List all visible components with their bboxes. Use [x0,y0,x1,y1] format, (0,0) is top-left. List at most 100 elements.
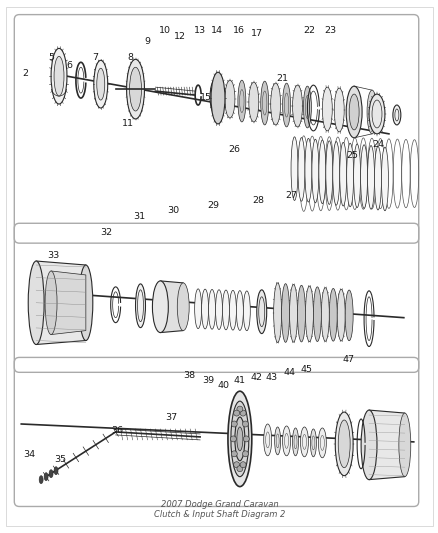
Ellipse shape [248,82,258,122]
Ellipse shape [304,139,311,202]
Ellipse shape [300,427,308,457]
Text: 33: 33 [47,252,60,261]
Circle shape [230,436,236,442]
Ellipse shape [243,291,250,330]
Ellipse shape [318,428,325,458]
Ellipse shape [273,283,281,343]
Ellipse shape [381,147,388,211]
Ellipse shape [270,83,280,125]
Text: 39: 39 [202,376,214,385]
Ellipse shape [96,68,105,100]
Ellipse shape [229,290,236,330]
Ellipse shape [303,86,311,128]
Ellipse shape [39,475,43,483]
Ellipse shape [224,80,234,118]
Ellipse shape [282,83,290,127]
Circle shape [240,462,246,467]
Ellipse shape [337,420,350,468]
Text: 12: 12 [174,31,186,41]
Ellipse shape [392,105,400,125]
Ellipse shape [332,142,339,205]
Ellipse shape [292,85,302,127]
Ellipse shape [353,144,360,207]
Ellipse shape [94,60,107,108]
Ellipse shape [360,145,367,208]
Ellipse shape [152,281,168,333]
Text: 21: 21 [276,74,288,83]
Ellipse shape [45,271,57,335]
Ellipse shape [297,138,304,201]
Text: 40: 40 [217,381,230,390]
Polygon shape [36,261,86,344]
Ellipse shape [211,72,224,124]
Text: 43: 43 [265,373,277,382]
Ellipse shape [368,94,384,134]
Text: 25: 25 [346,151,358,160]
Ellipse shape [310,429,316,457]
Circle shape [242,451,248,457]
Circle shape [242,421,248,427]
Text: 10: 10 [159,26,170,35]
Ellipse shape [237,427,242,451]
Text: 26: 26 [228,146,240,155]
Circle shape [240,410,246,416]
Ellipse shape [194,289,201,329]
Text: 32: 32 [100,228,112,237]
Ellipse shape [321,87,332,131]
Ellipse shape [360,410,376,480]
Ellipse shape [237,80,245,122]
Text: 35: 35 [54,455,66,464]
Ellipse shape [129,67,141,111]
Ellipse shape [236,290,243,330]
Text: 47: 47 [341,354,353,364]
Ellipse shape [374,147,381,210]
Ellipse shape [208,289,215,329]
Ellipse shape [263,424,271,456]
Text: 27: 27 [285,190,297,199]
Ellipse shape [335,412,352,475]
Circle shape [243,436,249,442]
Text: 2: 2 [22,69,28,78]
Text: 38: 38 [183,370,194,379]
Ellipse shape [311,139,318,203]
Ellipse shape [333,88,343,132]
Ellipse shape [290,137,297,200]
Text: 34: 34 [24,450,36,459]
Ellipse shape [318,140,325,204]
Text: 9: 9 [144,37,150,46]
Ellipse shape [325,141,332,204]
Ellipse shape [366,90,376,134]
Text: 11: 11 [122,119,134,128]
Ellipse shape [305,286,313,342]
Circle shape [237,406,242,412]
Text: 36: 36 [111,426,123,435]
Ellipse shape [346,143,353,207]
Ellipse shape [177,283,189,330]
Polygon shape [51,271,86,335]
Text: 31: 31 [132,212,145,221]
Ellipse shape [348,94,358,130]
Polygon shape [160,281,183,333]
Text: 30: 30 [167,206,179,215]
Text: 22: 22 [302,26,314,35]
Ellipse shape [281,284,289,342]
Text: 15: 15 [200,93,212,101]
Circle shape [237,466,242,472]
Ellipse shape [344,290,352,341]
Ellipse shape [282,426,290,456]
Circle shape [233,410,239,416]
Text: 7: 7 [92,53,98,62]
Ellipse shape [339,142,346,206]
Ellipse shape [54,56,64,96]
Text: 14: 14 [211,26,223,35]
Ellipse shape [201,289,208,329]
Text: 8: 8 [127,53,133,62]
Ellipse shape [215,290,222,329]
Text: 23: 23 [324,26,336,35]
Ellipse shape [54,467,58,475]
Ellipse shape [227,391,251,487]
Ellipse shape [222,290,229,330]
Text: 5: 5 [49,53,54,62]
Ellipse shape [313,287,321,342]
Ellipse shape [367,146,374,209]
